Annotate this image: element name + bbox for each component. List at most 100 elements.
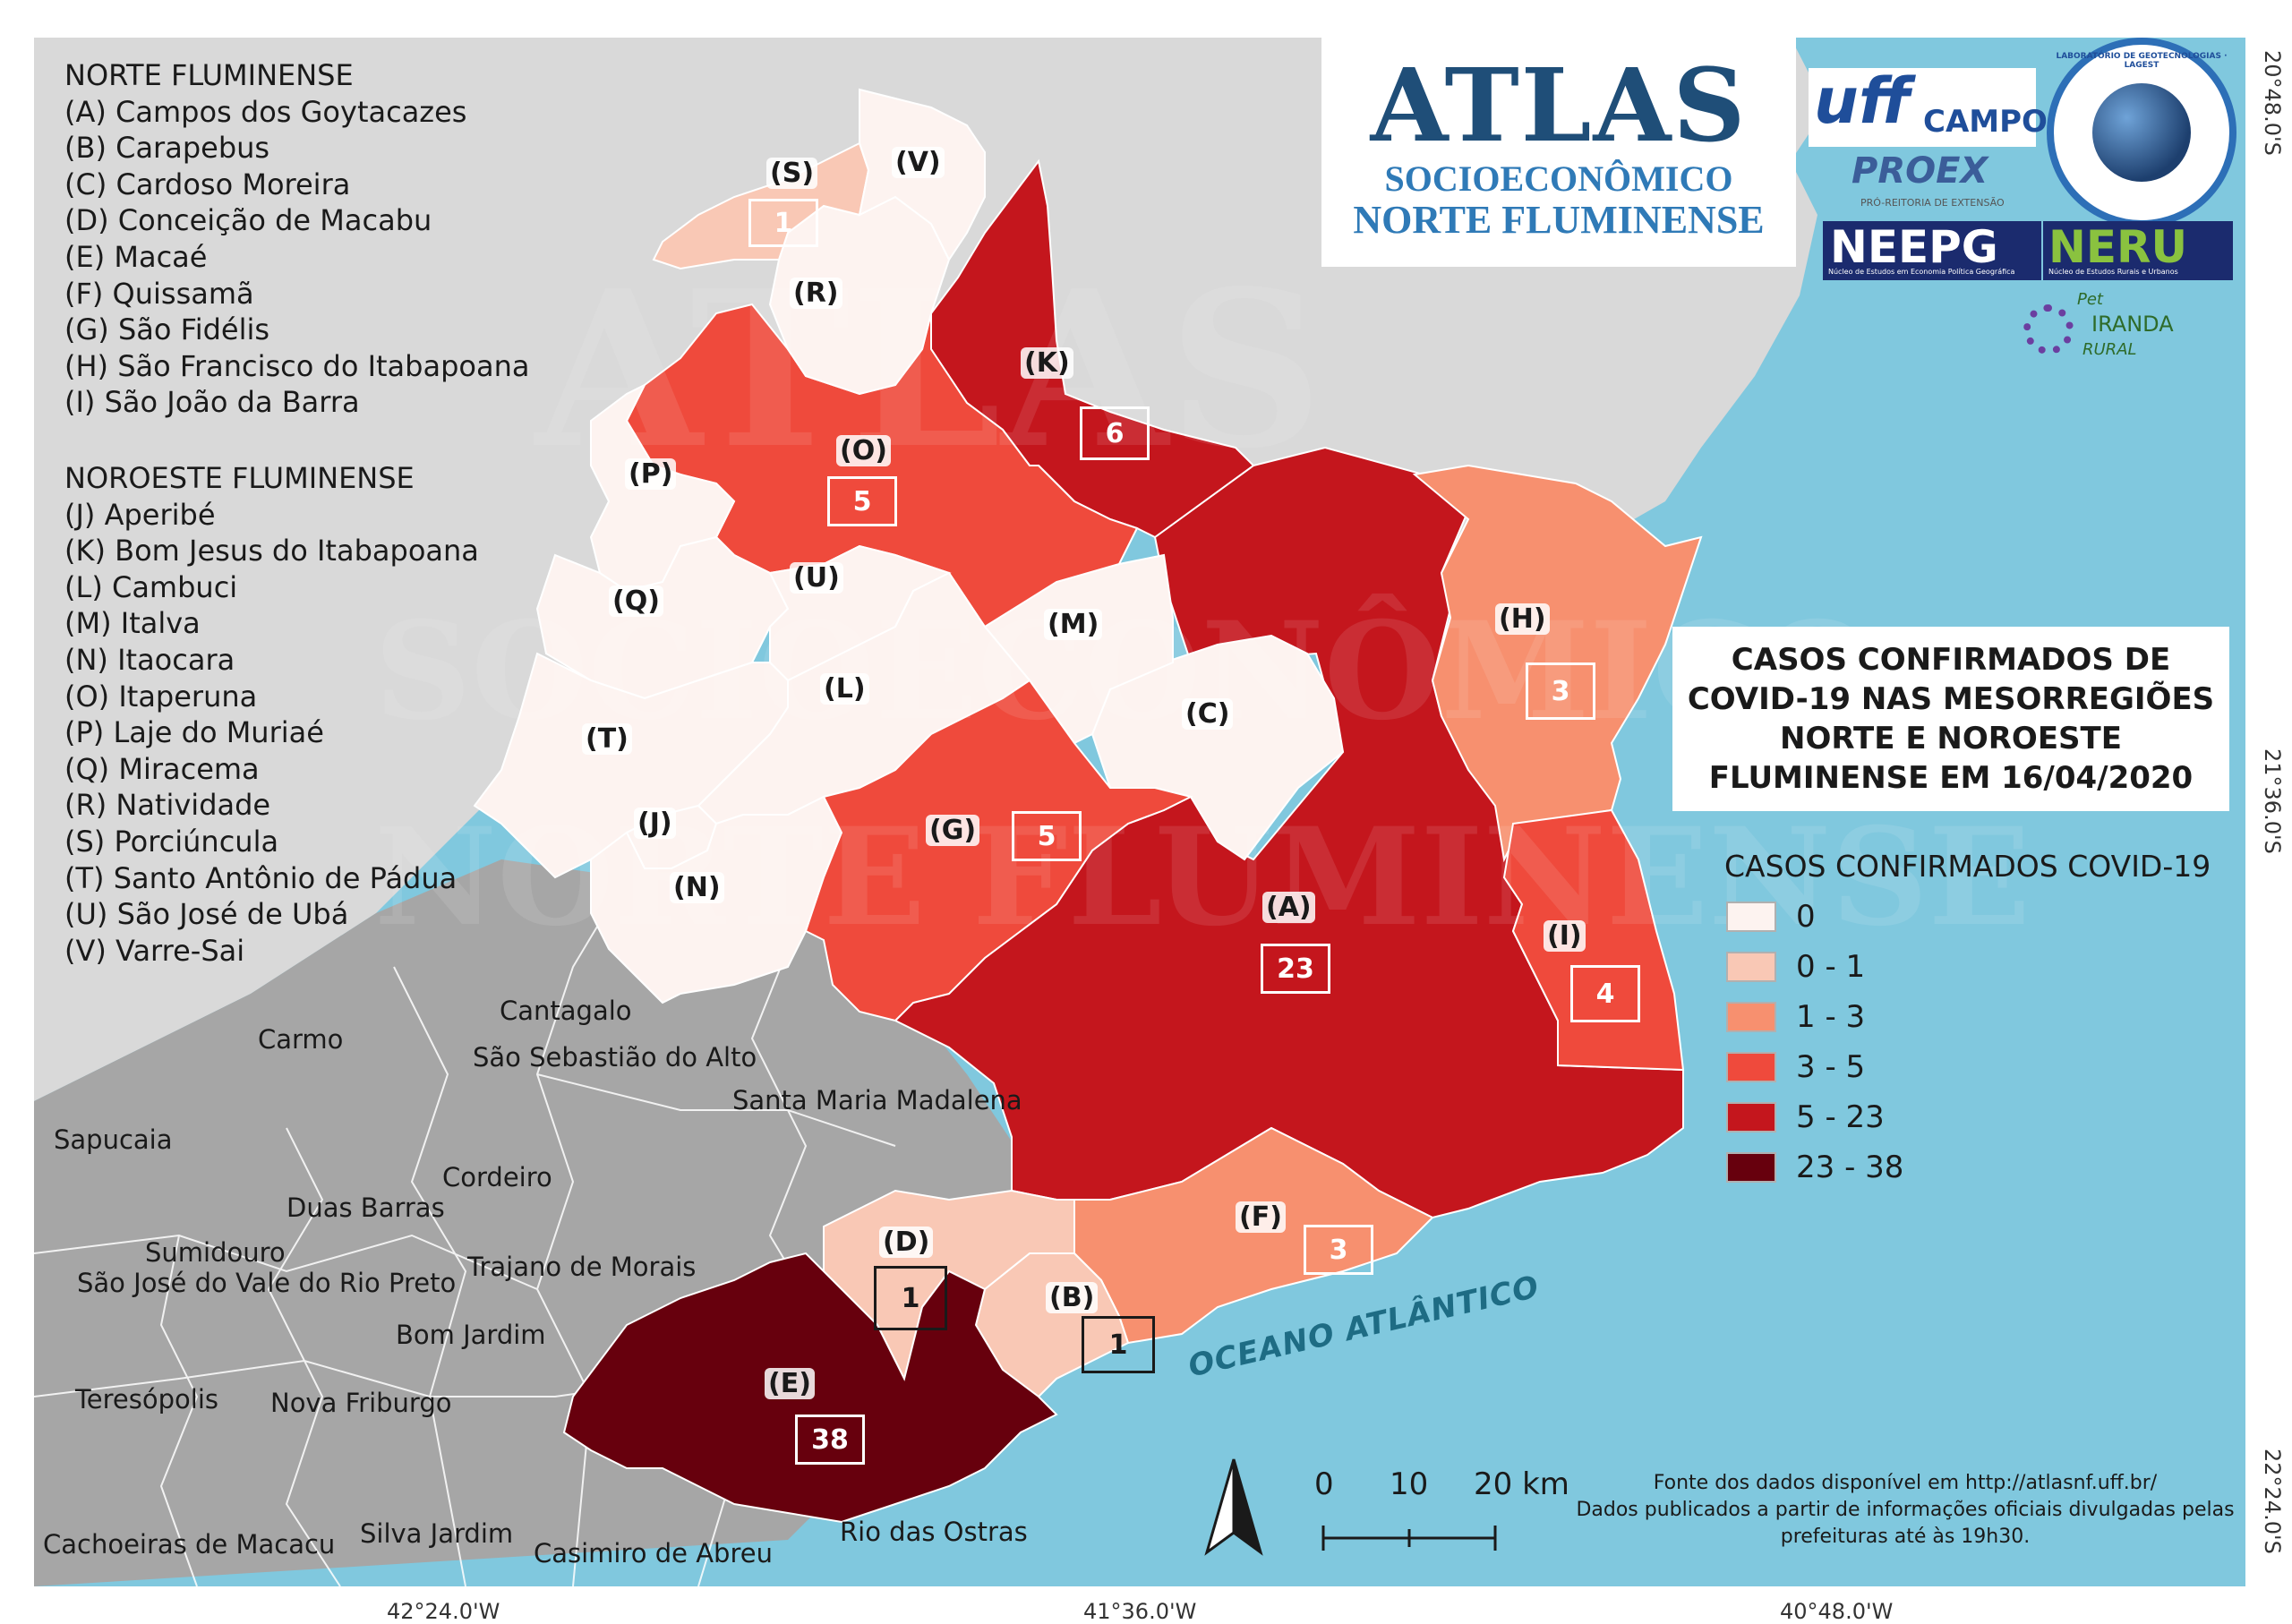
norte-item: (G) São Fidélis <box>64 312 270 347</box>
legend-swatch <box>1726 1102 1776 1133</box>
legend-item: 5 - 23 <box>1726 1099 1885 1135</box>
legend-swatch <box>1726 1052 1776 1082</box>
region-h-label: (H) <box>1495 603 1550 635</box>
source-note: Fonte dos dados disponível em http://atl… <box>1556 1470 2245 1551</box>
neighbor-label: Bom Jardim <box>396 1320 546 1350</box>
noroeste-item: (L) Cambuci <box>64 569 238 604</box>
region-e-label: (E) <box>765 1368 815 1399</box>
neighbor-label: Santa Maria Madalena <box>732 1085 1022 1115</box>
neighbor-label: Duas Barras <box>286 1192 445 1223</box>
region-c-label: (C) <box>1182 698 1234 730</box>
pet-text: Pet <box>2077 290 2103 309</box>
region-a-count: 23 <box>1261 944 1330 994</box>
neighbor-label: Silva Jardim <box>360 1518 514 1549</box>
scale-bar <box>1321 1526 1497 1551</box>
neighbor-label: Carmo <box>258 1024 344 1055</box>
legend-swatch <box>1726 952 1776 982</box>
neighbor-label: Nova Friburgo <box>270 1388 452 1418</box>
source-line-3: prefeituras até às 19h30. <box>1780 1526 2031 1548</box>
neepg-text: NEEPG <box>1830 221 1998 273</box>
region-b-count: 1 <box>1082 1316 1155 1373</box>
neighbor-label: São José do Vale do Rio Preto <box>77 1268 457 1298</box>
neru-text: NERU <box>2048 221 2188 273</box>
neighbor-label: Cachoeiras de Macacu <box>43 1529 336 1560</box>
neru-sub-text: Núcleo de Estudos Rurais e Urbanos <box>2048 268 2178 276</box>
legend-item: 0 - 1 <box>1726 949 1865 985</box>
legend-swatch <box>1726 1152 1776 1183</box>
atlas-logo: ATLAS SOCIOECONÔMICO NORTE FLUMINENSE <box>1321 38 1796 267</box>
noroeste-item: (U) São José de Ubá <box>64 897 349 932</box>
uff-campos-logo: uff CAMPOS <box>1809 64 2069 147</box>
region-f-count: 3 <box>1304 1225 1373 1275</box>
norte-item: (H) São Francisco do Itabapoana <box>64 348 530 383</box>
pet-flower-icon <box>2023 304 2074 355</box>
pet-ciranda-logo: Pet IRANDA RURAL <box>2023 290 2229 367</box>
map-title-text: CASOS CONFIRMADOS DE COVID-19 NAS MESORR… <box>1687 642 2215 796</box>
legend-label: 0 - 1 <box>1796 949 1866 985</box>
noroeste-list: NOROESTE FLUMINENSE (J) Aperibé (K) Bom … <box>64 460 479 969</box>
region-j-label: (J) <box>634 808 676 839</box>
proex-logo: PROEX PRÓ-REITORIA DE EXTENSÃO <box>1825 143 2040 218</box>
neighbor-label: Cantagalo <box>500 996 632 1026</box>
norte-item: (B) Carapebus <box>64 131 270 166</box>
scale-label-20: 20 km <box>1474 1466 1569 1502</box>
coord-bottom-1: 42°24.0'W <box>387 1599 500 1624</box>
noroeste-heading: NOROESTE FLUMINENSE <box>64 461 415 495</box>
neighbor-label: Teresópolis <box>75 1384 218 1415</box>
coord-right-1: 20°48.0'S <box>2260 50 2285 156</box>
noroeste-item: (R) Natividade <box>64 788 271 823</box>
legend-item: 0 <box>1726 899 1816 935</box>
norte-list: NORTE FLUMINENSE (A) Campos dos Goytacaz… <box>64 57 529 421</box>
noroeste-item: (S) Porciúncula <box>64 824 279 859</box>
norte-item: (I) São João da Barra <box>64 385 360 420</box>
noroeste-item: (M) Italva <box>64 606 201 641</box>
municipalities <box>473 88 1703 1524</box>
legend-label: 0 <box>1796 899 1816 935</box>
region-d-label: (D) <box>879 1227 934 1258</box>
region-g-shape <box>804 679 1193 1022</box>
lagest-logo: LABORATÓRIO DE GEOTECNOLOGIAS · LAGEST <box>2047 38 2236 227</box>
region-k-label: (K) <box>1021 347 1073 379</box>
map-frame: ATLAS SOCIOECONÔMICO NORTE FLUMINENSE OC… <box>34 38 2245 1586</box>
neru-logo: NERU Núcleo de Estudos Rurais e Urbanos <box>2043 221 2233 280</box>
legend-item: 3 - 5 <box>1726 1049 1865 1085</box>
coord-bottom-3: 40°48.0'W <box>1780 1599 1894 1624</box>
region-h-count: 3 <box>1526 662 1595 720</box>
legend-swatch <box>1726 1002 1776 1032</box>
source-line-1: Fonte dos dados disponível em http://atl… <box>1653 1472 2158 1494</box>
region-l-label: (L) <box>820 673 869 705</box>
noroeste-item: (Q) Miracema <box>64 751 260 786</box>
noroeste-item: (V) Varre-Sai <box>64 933 245 968</box>
proex-sub-text: PRÓ-REITORIA DE EXTENSÃO <box>1860 197 2005 209</box>
region-g-count: 5 <box>1012 811 1082 861</box>
region-p-label: (P) <box>625 458 677 490</box>
legend-label: 3 - 5 <box>1796 1049 1866 1085</box>
rural-text: RURAL <box>2082 340 2137 359</box>
proex-text: PROEX <box>1852 150 1988 192</box>
map-canvas <box>34 38 2245 1586</box>
region-r-label: (R) <box>790 278 842 309</box>
noroeste-item: (O) Itaperuna <box>64 679 258 714</box>
region-e-count: 38 <box>795 1415 865 1465</box>
noroeste-item: (K) Bom Jesus do Itabapoana <box>64 534 479 568</box>
scale-label-0: 0 <box>1314 1466 1334 1502</box>
noroeste-item: (T) Santo Antônio de Pádua <box>64 860 458 895</box>
norte-item: (C) Cardoso Moreira <box>64 167 351 201</box>
neighbor-label: Casimiro de Abreu <box>534 1538 773 1568</box>
legend-item: 23 - 38 <box>1726 1150 1903 1185</box>
neepg-sub-text: Núcleo de Estudos em Economia Política G… <box>1828 268 2015 276</box>
legend-label: 23 - 38 <box>1796 1150 1904 1185</box>
neighbor-label: Sumidouro <box>145 1237 286 1268</box>
coord-right-3: 22°24.0'S <box>2260 1449 2285 1554</box>
region-d-count: 1 <box>874 1266 947 1330</box>
outside-land-north <box>34 38 1826 1101</box>
atlas-logo-subtitle-1: SOCIOECONÔMICO <box>1384 158 1733 199</box>
norte-item: (D) Conceição de Macabu <box>64 203 432 238</box>
uff-logo-text: uff <box>1814 64 1911 138</box>
region-g-label: (G) <box>926 815 980 846</box>
neighbor-label: São Sebastião do Alto <box>473 1042 757 1073</box>
legend-title: CASOS CONFIRMADOS COVID-19 <box>1724 849 2211 884</box>
noroeste-item: (P) Laje do Muriaé <box>64 715 324 750</box>
norte-item: (F) Quissamã <box>64 276 254 311</box>
neighbor-label: Rio das Ostras <box>840 1517 1028 1547</box>
